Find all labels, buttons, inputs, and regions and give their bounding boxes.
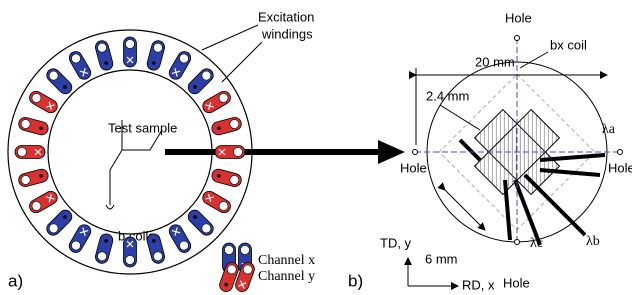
lambda-label: λb	[586, 234, 600, 249]
coil-end	[225, 246, 234, 255]
figure: Test sample b coils Excitation windings …	[0, 0, 632, 295]
hole-label: Hole	[400, 160, 427, 175]
leader	[222, 42, 262, 82]
lambda-label: λc	[530, 236, 543, 251]
gap-dim: 2.4 mm	[426, 88, 469, 103]
lambda-label: λa	[602, 122, 616, 137]
coil-end	[234, 148, 243, 157]
legend-label: Channel x	[258, 253, 315, 268]
coil	[124, 37, 137, 67]
coil-end	[18, 148, 27, 157]
coil-end	[126, 256, 135, 265]
test-sample-label: Test sample	[108, 120, 177, 135]
leader	[202, 25, 258, 50]
coil-end	[126, 40, 135, 49]
panel-label: b)	[348, 271, 363, 290]
coil-end	[241, 246, 250, 255]
excitation-label: windings	[261, 26, 313, 41]
coil	[124, 237, 137, 267]
excitation-label: Excitation	[258, 9, 314, 24]
hole-label: Hole	[505, 10, 532, 25]
length-dim: 6 mm	[425, 251, 458, 266]
hole-label: Hole	[608, 160, 632, 175]
rd-label: RD, x	[462, 277, 495, 292]
width-dim: 20 mm	[475, 54, 515, 69]
coil	[215, 146, 245, 159]
td-label: TD, y	[380, 235, 412, 250]
bx-coil-label: bx coil	[550, 37, 587, 52]
coil	[15, 146, 45, 159]
legend	[218, 243, 256, 293]
legend-label: Channel y	[258, 269, 315, 284]
panel-label: a)	[8, 271, 23, 290]
hole-label: Hole	[503, 275, 530, 290]
